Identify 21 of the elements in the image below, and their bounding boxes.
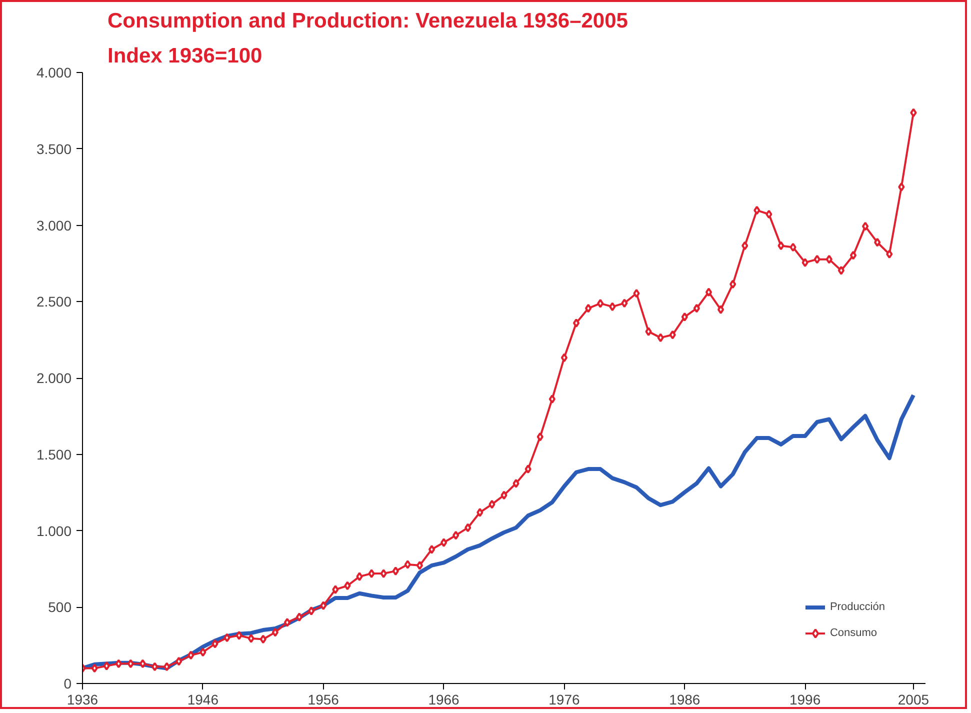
chart-subtitle: Index 1936=100: [108, 44, 262, 68]
y-tick-label: 1.500: [36, 446, 72, 462]
x-tick-label: 1976: [548, 692, 580, 708]
y-tick-label: 3.000: [36, 217, 72, 234]
y-tick-label: 2.000: [36, 370, 72, 386]
y-tick-label: 0: [64, 676, 72, 692]
x-tick-label: 1936: [66, 692, 98, 708]
legend-label: Consumo: [830, 627, 878, 639]
y-tick-label: 500: [48, 599, 72, 616]
y-tick-label: 3.500: [36, 140, 72, 157]
legend-label: Producción: [830, 601, 885, 613]
x-tick-label: 1946: [187, 692, 219, 708]
y-tick-label: 1.000: [36, 522, 72, 539]
x-tick-label: 1986: [669, 692, 700, 708]
y-tick-label: 4.000: [36, 64, 72, 80]
x-tick-label: 2005: [898, 692, 930, 708]
x-tick-label: 1956: [308, 692, 340, 708]
x-tick-label: 1966: [428, 692, 460, 708]
y-tick-label: 2.500: [36, 294, 72, 310]
chart-title: Consumption and Production: Venezuela 1936–2005: [108, 10, 628, 32]
x-tick-label: 1996: [790, 692, 821, 708]
